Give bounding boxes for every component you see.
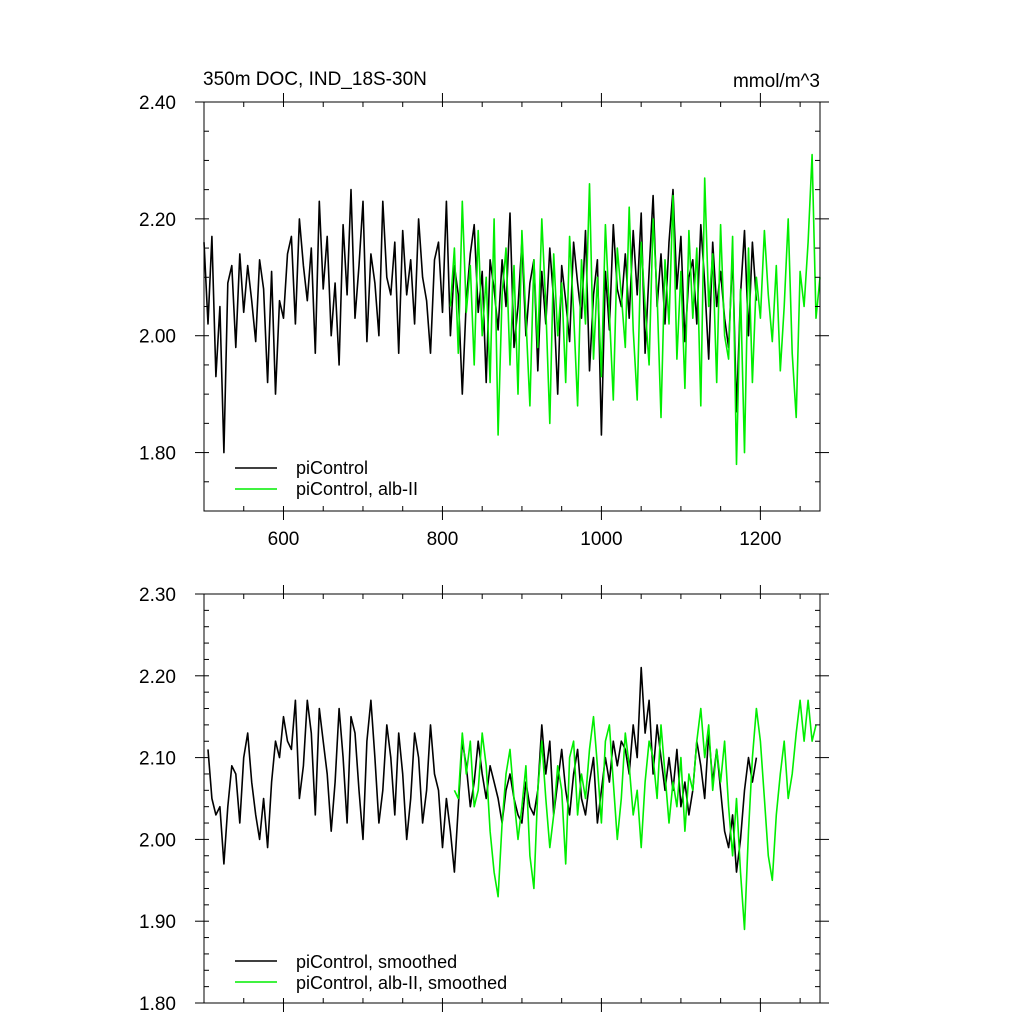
- bottom-series-line-picontrol-alb-ii-smoothed: [453, 699, 817, 931]
- bottom-y-tick-label: 1.90: [139, 912, 176, 933]
- top-panel: 350m DOC, IND_18S-30N mmol/m^3 600 800 100…: [139, 69, 829, 550]
- bottom-series-line-picontrol-smoothed: [207, 666, 758, 873]
- top-y-tick-label: 1.80: [139, 444, 176, 465]
- top-y-tick-label: 2.40: [139, 93, 176, 114]
- top-y-tick-label: 2.00: [139, 327, 176, 348]
- units-label: mmol/m^3: [733, 71, 820, 92]
- top-y-tick-label: 2.20: [139, 210, 176, 231]
- top-x-tick-label: 1200: [739, 529, 781, 550]
- chart-title: 350m DOC, IND_18S-30N: [203, 69, 427, 90]
- bottom-y-tick-label: 2.20: [139, 667, 176, 688]
- bottom-plot-frame: [203, 593, 821, 1004]
- top-legend: piControl piControl, alb-II: [235, 458, 418, 499]
- top-tick-layer: 600 800 1000 1200 1.80 2.00 2.20 2.40: [139, 93, 829, 550]
- bottom-panel: 1.80 1.90 2.00 2.10 2.20 2.30 piControl, smoo…: [139, 585, 829, 1015]
- bottom-tick-layer: 1.80 1.90 2.00 2.10 2.20 2.30: [139, 585, 829, 1015]
- top-series-line-picontrol-alb-ii: [449, 153, 821, 466]
- bottom-legend: piControl, smoothed piControl, alb-II, s…: [235, 952, 507, 993]
- bottom-series-layer: [207, 666, 817, 931]
- legend-label-alb-ii: piControl, alb-II: [296, 479, 418, 499]
- top-x-tick-label: 1000: [580, 529, 622, 550]
- legend-label-picontrol: piControl: [296, 458, 368, 478]
- bottom-y-tick-label: 2.30: [139, 585, 176, 606]
- bottom-y-tick-label: 2.10: [139, 749, 176, 770]
- top-x-tick-label: 800: [427, 529, 459, 550]
- legend-label-picontrol-smoothed: piControl, smoothed: [296, 952, 457, 972]
- legend-label-alb-ii-smoothed: piControl, alb-II, smoothed: [296, 973, 507, 993]
- top-x-tick-label: 600: [268, 529, 300, 550]
- bottom-y-tick-label: 2.00: [139, 830, 176, 851]
- bottom-y-tick-label: 1.80: [139, 994, 176, 1015]
- top-series-layer: [203, 153, 821, 466]
